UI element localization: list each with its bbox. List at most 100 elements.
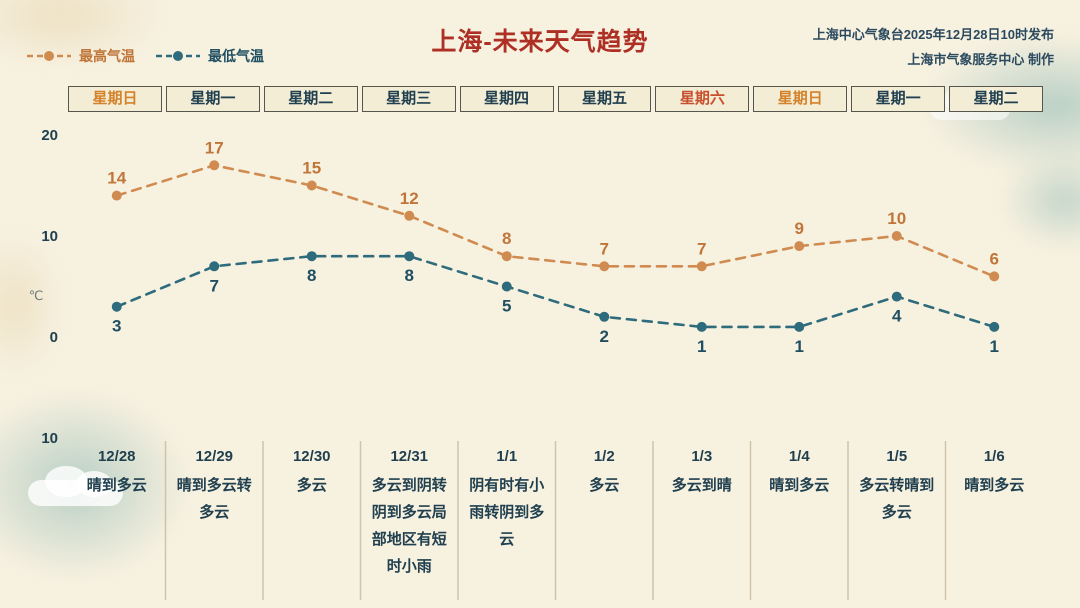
low-temp-data-point — [306, 251, 317, 262]
source-info: 上海中心气象台2025年12月28日10时发布 上海市气象服务中心 制作 — [813, 22, 1054, 72]
weekday-cell-saturday: 星期六 — [655, 86, 750, 112]
forecast-weather-text: 晴到多云 — [964, 477, 1025, 494]
low-temp-data-point — [794, 321, 805, 332]
high-temp-data-point — [794, 241, 805, 252]
y-axis-tick-label: 20 — [41, 127, 58, 144]
low-temp-data-point — [989, 321, 1000, 332]
low-temp-value-label: 5 — [502, 297, 511, 316]
high-temp-value-label: 10 — [887, 209, 906, 228]
weekday-cell-weekday: 星期三 — [361, 86, 456, 112]
watercolor-blob-left — [0, 230, 65, 380]
forecast-cell: 12/29 晴到多云转多云 — [166, 448, 264, 580]
forecast-cell: 1/2 多云 — [556, 448, 654, 580]
forecast-weather-text: 多云到晴 — [671, 477, 732, 494]
low-temp-value-label: 1 — [697, 337, 706, 356]
low-temp-value-label: 2 — [600, 327, 609, 346]
low-temp-data-point — [891, 291, 902, 302]
page-title: 上海-未来天气趋势 — [431, 28, 649, 56]
high-temp-data-point — [989, 271, 1000, 282]
high-temp-data-point — [306, 180, 317, 191]
low-temp-value-label: 8 — [405, 266, 414, 285]
legend-high-label: 最高气温 — [79, 48, 135, 64]
high-temp-marker-icon — [27, 51, 71, 61]
forecast-cell: 12/31 多云到阴转阴到多云局部地区有短时小雨 — [361, 448, 459, 580]
weekday-cell-sunday: 星期日 — [753, 86, 848, 112]
y-axis-tick-label: 10 — [41, 228, 58, 245]
forecast-weather-text: 晴到多云 — [86, 477, 147, 494]
forecast-date: 1/6 — [983, 448, 1005, 465]
forecast-date: 12/31 — [390, 448, 429, 465]
forecast-date: 1/1 — [496, 448, 518, 465]
legend-item-low: 最低气温 — [155, 46, 264, 66]
forecast-date: 1/3 — [691, 448, 713, 465]
forecast-cell: 1/6 晴到多云 — [946, 448, 1044, 580]
high-temp-value-label: 7 — [600, 239, 609, 258]
low-temp-data-point — [501, 281, 512, 292]
low-temp-value-label: 4 — [892, 307, 902, 326]
low-temp-data-point — [599, 311, 610, 322]
high-temp-data-point — [891, 231, 902, 241]
source-line-2: 上海市气象服务中心 制作 — [907, 52, 1054, 67]
forecast-weather-text: 多云到阴转阴到多云局部地区有短时小雨 — [371, 477, 447, 575]
high-temp-data-point — [404, 210, 415, 221]
forecast-date: 1/2 — [593, 448, 615, 465]
forecast-cell: 12/28 晴到多云 — [68, 448, 166, 580]
low-temp-data-point — [209, 261, 220, 272]
forecast-date: 12/29 — [195, 448, 234, 465]
high-temp-value-label: 9 — [795, 219, 804, 238]
forecast-weather-text: 晴到多云 — [769, 477, 830, 494]
low-temp-data-point — [404, 251, 415, 262]
high-temp-value-label: 7 — [697, 239, 706, 258]
high-temp-series-line — [115, 163, 996, 278]
forecast-table: 12/28 晴到多云 12/29 晴到多云转多云 12/30 多云 12/31 多云到阴转阴到… — [68, 448, 1043, 580]
high-temp-data-point — [696, 261, 707, 272]
forecast-cell: 1/3 多云到晴 — [653, 448, 751, 580]
y-axis-unit-label: ℃ — [29, 288, 44, 303]
high-temp-data-point — [209, 160, 220, 171]
forecast-cell: 1/1 阴有时有小雨转阴到多云 — [458, 448, 556, 580]
high-temp-value-label: 6 — [990, 249, 999, 268]
high-temp-data-point — [111, 190, 122, 201]
forecast-cell: 1/5 多云转晴到多云 — [848, 448, 946, 580]
high-temp-value-label: 17 — [205, 138, 224, 157]
low-temp-data-point — [111, 301, 122, 312]
low-temp-value-label: 8 — [307, 266, 316, 285]
low-temp-value-label: 1 — [990, 337, 999, 356]
watercolor-blob-right — [1000, 150, 1080, 250]
forecast-date: 1/4 — [788, 448, 810, 465]
forecast-cell: 12/30 多云 — [263, 448, 361, 580]
forecast-weather-text: 晴到多云转多云 — [176, 477, 252, 521]
legend-item-high: 最高气温 — [26, 46, 135, 66]
chart-legend: 最高气温 最低气温 — [26, 46, 264, 66]
forecast-date: 1/5 — [886, 448, 908, 465]
weekday-cell-weekday: 星期二 — [949, 86, 1043, 112]
high-temp-value-label: 12 — [400, 189, 419, 208]
low-temp-series-line — [115, 254, 996, 329]
high-temp-data-point — [501, 251, 512, 262]
forecast-weather-text: 多云 — [296, 477, 327, 494]
forecast-weather-text: 多云转晴到多云 — [859, 477, 935, 521]
weekday-cell-sunday: 星期日 — [68, 86, 162, 112]
forecast-weather-text: 阴有时有小雨转阴到多云 — [469, 477, 545, 548]
y-axis-tick-label: 10 — [41, 430, 58, 447]
forecast-date: 12/30 — [292, 448, 331, 465]
forecast-weather-text: 多云 — [589, 477, 620, 494]
weekday-cell-weekday: 星期四 — [459, 86, 554, 112]
high-temp-data-point — [599, 261, 610, 272]
weekday-header-row: 星期日 星期一 星期二 星期三 星期四 星期五 星期六 星期日 星期一 星期二 — [68, 86, 1043, 112]
legend-low-label: 最低气温 — [208, 48, 264, 64]
weekday-cell-weekday: 星期一 — [851, 86, 946, 112]
y-axis-tick-label: 0 — [50, 329, 58, 346]
forecast-date: 12/28 — [97, 448, 136, 465]
high-temp-value-label: 8 — [502, 229, 511, 248]
weekday-cell-weekday: 星期一 — [165, 86, 260, 112]
high-temp-value-label: 14 — [107, 169, 126, 188]
high-temp-value-label: 15 — [302, 159, 321, 178]
low-temp-marker-icon — [156, 51, 200, 61]
weekday-cell-weekday: 星期五 — [557, 86, 652, 112]
low-temp-value-label: 3 — [112, 317, 121, 336]
forecast-cell: 1/4 晴到多云 — [751, 448, 849, 580]
weekday-cell-weekday: 星期二 — [263, 86, 358, 112]
low-temp-data-point — [696, 321, 707, 332]
